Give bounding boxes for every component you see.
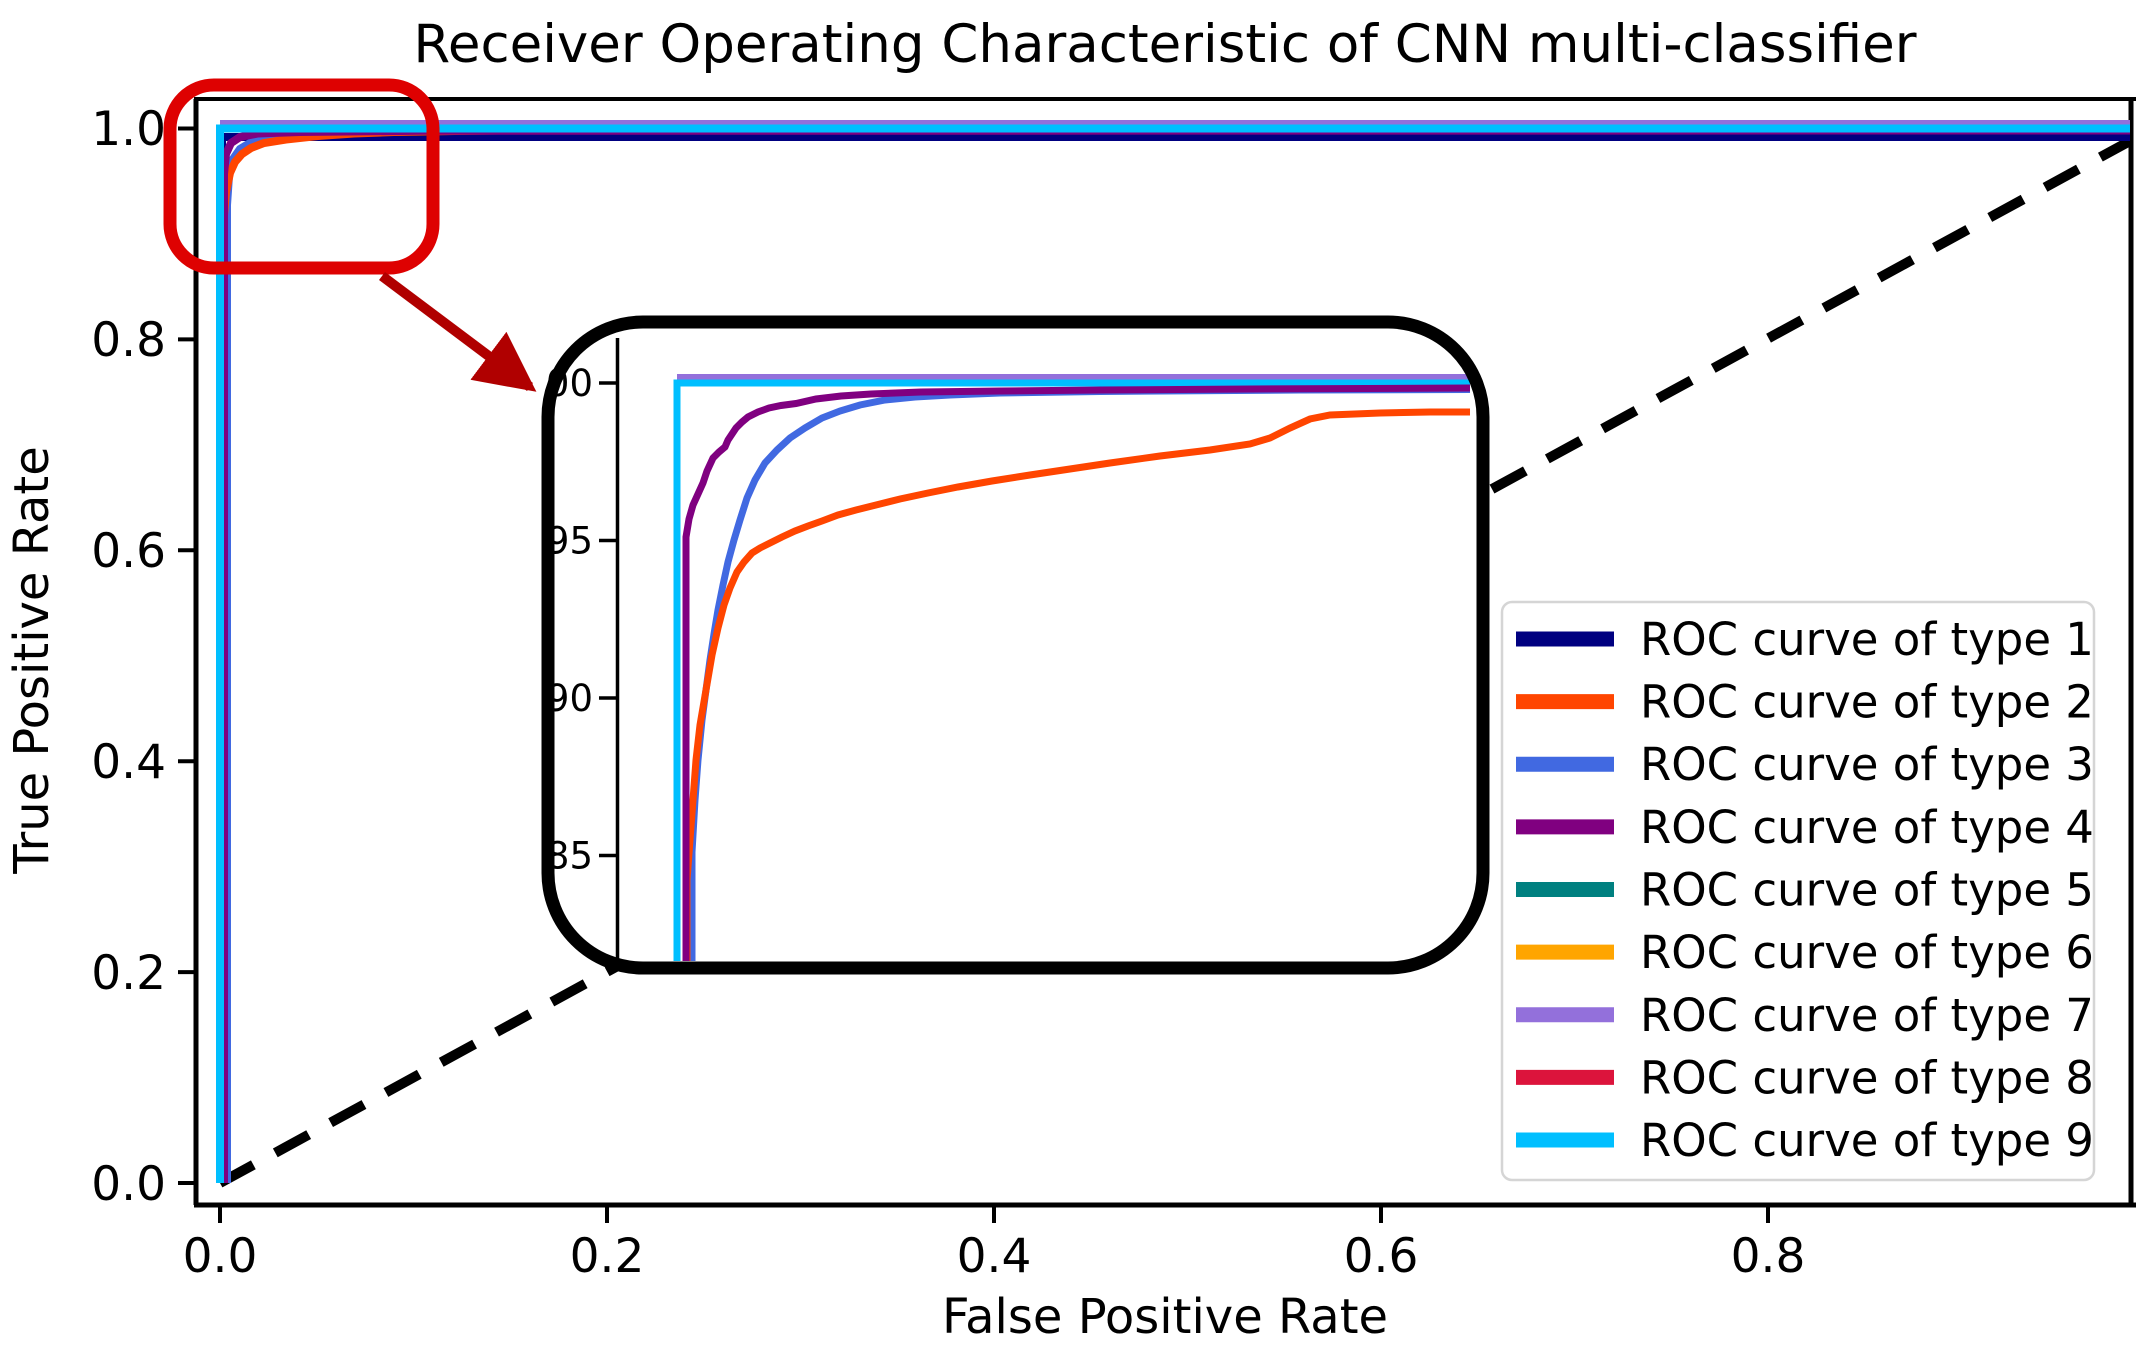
x-tick-label: 0.6 (1344, 1229, 1419, 1284)
zoom-arrow (379, 272, 537, 392)
legend-swatches (1516, 631, 1614, 1148)
legend-label: ROC curve of type 1 (1640, 613, 2094, 666)
main-roc-curves (216, 120, 2131, 1183)
inset-border (541, 315, 1490, 975)
inset-background (548, 322, 1483, 968)
legend-box (1500, 600, 2096, 1182)
inset-roc-curves (673, 374, 1471, 961)
x-tick-label: 0.0 (183, 1229, 258, 1284)
legend-labels: ROC curve of type 1 ROC curve of type 2 … (1640, 613, 2094, 1167)
y-tick-label: 0.4 (91, 735, 166, 790)
y-tick-label: 0.0 (91, 1157, 166, 1212)
inset-curve-type-9 (673, 379, 1470, 961)
inset-tick-marks (599, 381, 617, 858)
inset-curve-type-2 (683, 408, 1470, 961)
x-tick-label: 0.4 (957, 1229, 1032, 1284)
y-axis-label: True Positive Rate (4, 446, 60, 875)
legend-label: ROC curve of type 3 (1640, 738, 2094, 791)
y-tick-label: 0.6 (91, 524, 166, 579)
legend: ROC curve of type 1 ROC curve of type 2 … (1500, 600, 2096, 1182)
legend-label: ROC curve of type 2 (1640, 676, 2094, 729)
x-tick-label: 0.8 (1731, 1229, 1806, 1284)
legend-label: ROC curve of type 8 (1640, 1051, 2094, 1104)
y-tick-labels: 1.0 0.8 0.6 0.4 0.2 0.0 (91, 102, 166, 1212)
x-axis-label: False Positive Rate (942, 1289, 1388, 1345)
x-tick-label: 0.2 (570, 1229, 645, 1284)
y-tick-label: 0.2 (91, 946, 166, 1001)
legend-label: ROC curve of type 6 (1640, 926, 2094, 979)
x-tick-labels: 0.0 0.2 0.4 0.6 0.8 (183, 1229, 1806, 1284)
legend-label: ROC curve of type 7 (1640, 989, 2094, 1042)
x-tick-marks (218, 1205, 1770, 1223)
legend-label: ROC curve of type 5 (1640, 864, 2094, 917)
legend-label: ROC curve of type 4 (1640, 801, 2094, 854)
roc-curve-type-9 (216, 124, 2130, 1183)
y-tick-label: 0.8 (91, 313, 166, 368)
y-tick-marks (178, 126, 196, 1185)
inset-axes: 00 95 90 85 (541, 315, 1490, 975)
y-tick-label: 1.0 (91, 102, 166, 157)
zoom-region-box (163, 78, 440, 275)
chart-title: Receiver Operating Characteristic of CNN… (413, 14, 1916, 75)
main-axes: 1.0 0.8 0.6 0.4 0.2 0.0 0.0 0.2 0.4 0.6 … (4, 14, 2136, 1345)
zoom-annotation (163, 78, 537, 392)
legend-label: ROC curve of type 9 (1640, 1114, 2094, 1167)
inset-curve-type-4 (682, 384, 1471, 961)
